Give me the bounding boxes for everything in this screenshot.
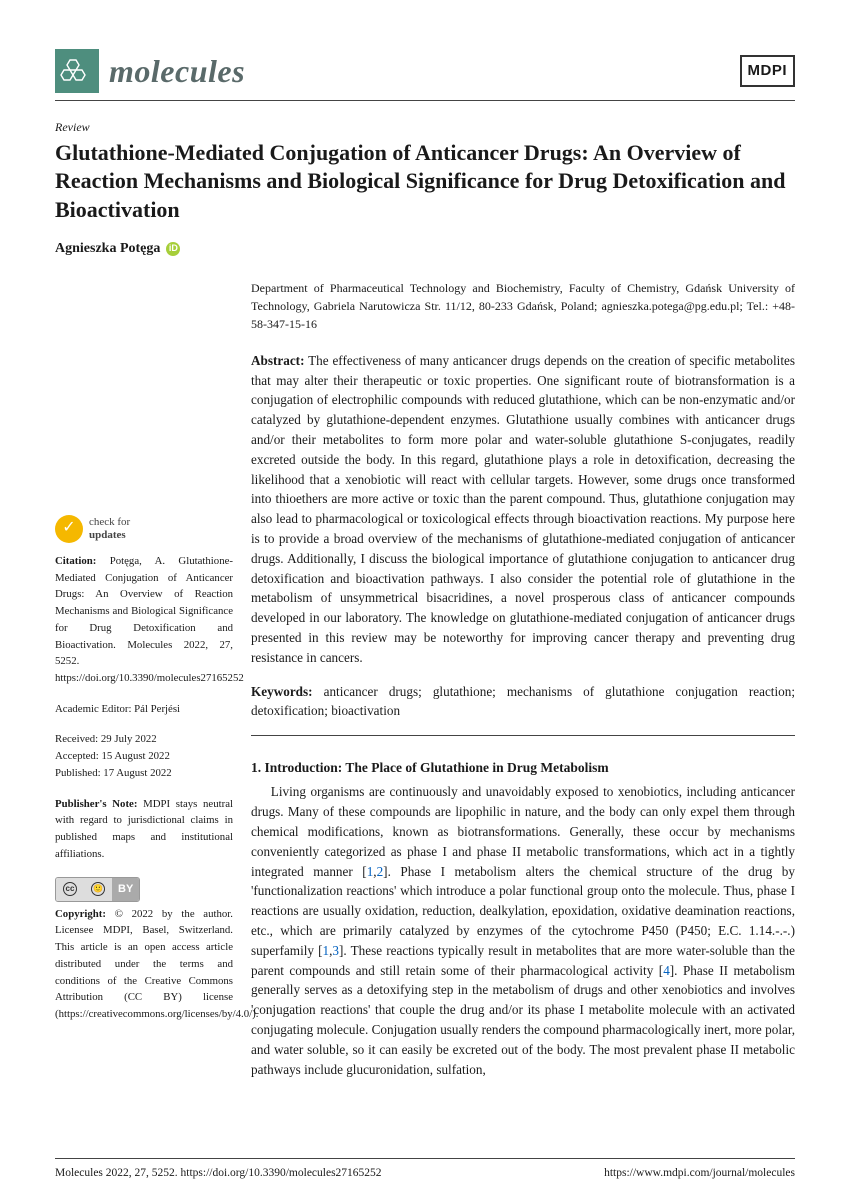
license-block: cc 🙂 BY Copyright: © 2022 by the author.… [55, 877, 233, 1023]
citation-label: Citation: [55, 555, 96, 567]
orcid-icon[interactable]: iD [166, 242, 180, 256]
publisher-logo: MDPI [740, 55, 796, 87]
pubnote-label: Publisher's Note: [55, 798, 137, 810]
article-type: Review [55, 119, 795, 136]
p1d: ]. Phase II metabolism generally serves … [251, 963, 795, 1077]
check-icon: ✓ [55, 515, 83, 543]
publisher-note-block: Publisher's Note: MDPI stays neutral wit… [55, 796, 233, 863]
keywords-text: anticancer drugs; glutathione; mechanism… [251, 684, 795, 719]
published-date: Published: 17 August 2022 [55, 765, 233, 782]
copyright-label: Copyright: [55, 908, 106, 920]
ref-link-4[interactable]: 4 [663, 963, 670, 978]
ref-link-1b[interactable]: 1 [323, 943, 330, 958]
editor-label: Academic Editor: [55, 703, 134, 715]
check-updates-badge[interactable]: ✓ check for updates [55, 515, 233, 543]
footer-right: https://www.mdpi.com/journal/molecules [604, 1165, 795, 1182]
keywords-label: Keywords: [251, 684, 313, 699]
dates-block: Received: 29 July 2022 Accepted: 15 Augu… [55, 731, 233, 781]
editor-name: Pál Perjési [134, 703, 180, 715]
citation-text: Potęga, A. Glutathione-Mediated Conjugat… [55, 555, 244, 684]
abstract-label: Abstract: [251, 353, 304, 368]
citation-block: Citation: Potęga, A. Glutathione-Mediate… [55, 553, 233, 687]
sidebar: ✓ check for updates Citation: Potęga, A.… [55, 279, 233, 1080]
intro-paragraph: Living organisms are continuously and un… [251, 782, 795, 1079]
footer-left: Molecules 2022, 27, 5252. https://doi.or… [55, 1165, 382, 1182]
received-date: Received: 29 July 2022 [55, 731, 233, 748]
copyright-text: © 2022 by the author. Licensee MDPI, Bas… [55, 908, 258, 1020]
accepted-date: Accepted: 15 August 2022 [55, 748, 233, 765]
check-updates-l1: check for [89, 516, 130, 529]
journal-brand: molecules [55, 48, 245, 94]
check-updates-l2: updates [89, 529, 130, 542]
author-row: Agnieszka Potęga iD [55, 239, 795, 259]
author-name: Agnieszka Potęga [55, 239, 160, 259]
journal-name: molecules [109, 48, 245, 94]
cc-by-badge-icon: cc 🙂 BY [55, 877, 140, 902]
ref-link-1[interactable]: 1 [367, 864, 374, 879]
section-heading: 1. Introduction: The Place of Glutathion… [251, 758, 795, 778]
journal-header: molecules MDPI [55, 48, 795, 101]
abstract-block: Abstract: The effectiveness of many anti… [251, 351, 795, 668]
journal-logo-icon [55, 49, 99, 93]
page-footer: Molecules 2022, 27, 5252. https://doi.or… [55, 1158, 795, 1182]
editor-block: Academic Editor: Pál Perjési [55, 701, 233, 718]
abstract-text: The effectiveness of many anticancer dru… [251, 353, 795, 665]
main-column: Department of Pharmaceutical Technology … [251, 279, 795, 1080]
article-title: Glutathione-Mediated Conjugation of Anti… [55, 139, 795, 225]
affiliation: Department of Pharmaceutical Technology … [251, 279, 795, 333]
keywords-block: Keywords: anticancer drugs; glutathione;… [251, 682, 795, 737]
